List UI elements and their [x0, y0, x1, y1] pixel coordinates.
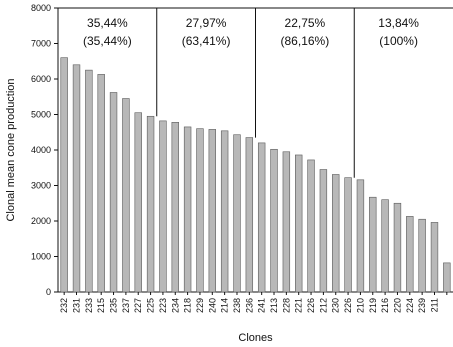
bar [97, 74, 105, 293]
x-tick-label: 237 [121, 298, 131, 313]
group-cumulative-label: (86,16%) [281, 34, 330, 48]
bar [356, 179, 365, 293]
bar [418, 218, 426, 293]
x-tick-label: 218 [183, 298, 193, 313]
bar [183, 126, 192, 293]
x-tick-label: 225 [146, 298, 156, 313]
x-tick-label: 233 [84, 298, 94, 313]
group-cumulative-label: (100%) [379, 34, 418, 48]
x-tick-label: 223 [158, 298, 168, 313]
y-tick-label: 4000 [31, 145, 51, 155]
x-tick-label: 212 [318, 298, 328, 313]
group-percent-label: 13,84% [378, 16, 419, 30]
bar [220, 130, 229, 293]
bar [72, 64, 81, 293]
bar [295, 154, 303, 293]
x-tick-label: 228 [281, 298, 291, 313]
y-tick-label: 6000 [31, 74, 51, 84]
x-tick-label: 226 [343, 298, 353, 313]
x-axis-title: Clones [238, 332, 273, 344]
x-tick-label: 224 [405, 298, 415, 313]
group-cumulative-label: (35,44%) [83, 34, 132, 48]
bar [369, 196, 377, 293]
bar [146, 115, 155, 293]
x-tick-label: 240 [207, 298, 217, 313]
bar [443, 262, 451, 293]
bar [332, 174, 340, 293]
x-tick-label: 239 [417, 298, 427, 313]
group-percent-label: 35,44% [87, 16, 128, 30]
bar [245, 137, 254, 293]
x-tick-label: 210 [355, 298, 365, 313]
bar [208, 129, 216, 293]
bar [282, 151, 291, 293]
bar [307, 159, 315, 293]
bar [109, 92, 118, 293]
bar [122, 98, 130, 293]
y-tick-label: 3000 [31, 181, 51, 191]
y-tick-label: 1000 [31, 252, 51, 262]
x-tick-label: 211 [429, 298, 439, 312]
x-tick-label: 234 [170, 298, 180, 313]
y-tick-label: 2000 [31, 216, 51, 226]
x-tick-label: 214 [220, 298, 230, 313]
bar [270, 148, 278, 293]
x-tick-label: 213 [269, 298, 279, 313]
bar [60, 57, 68, 293]
bar [406, 216, 414, 293]
x-tick-label: 220 [392, 298, 402, 313]
bar [134, 112, 142, 293]
group-percent-label: 27,97% [186, 16, 227, 30]
x-tick-label: 227 [133, 298, 143, 313]
y-tick-label: 0 [46, 287, 51, 297]
x-tick-label: 226 [306, 298, 316, 313]
bar [233, 134, 241, 293]
x-tick-label: 241 [257, 298, 267, 313]
bar [159, 120, 167, 293]
y-tick-label: 8000 [31, 3, 51, 13]
bar [196, 128, 204, 293]
bar [393, 202, 402, 293]
x-tick-label: 216 [380, 298, 390, 313]
x-tick-label: 236 [244, 298, 254, 313]
bar [85, 69, 93, 293]
y-tick-label: 5000 [31, 110, 51, 120]
x-tick-label: 221 [294, 298, 304, 313]
x-tick-label: 235 [109, 298, 119, 313]
y-axis-title: Clonal mean cone production [5, 78, 17, 221]
x-tick-label: 230 [331, 298, 341, 313]
bar [319, 169, 328, 293]
group-percent-label: 22,75% [285, 16, 326, 30]
bar [257, 142, 266, 293]
bar [430, 222, 439, 293]
x-tick-label: 219 [368, 298, 378, 313]
x-tick-label: 238 [232, 298, 242, 313]
x-tick-label: 229 [195, 298, 205, 313]
bar [381, 199, 389, 293]
x-tick-label: 232 [59, 298, 69, 313]
bar [171, 122, 179, 293]
y-tick-label: 7000 [31, 39, 51, 49]
group-cumulative-label: (63,41%) [182, 34, 231, 48]
x-tick-label: 215 [96, 298, 106, 313]
x-tick-label: 231 [72, 298, 82, 313]
bar [344, 177, 352, 293]
